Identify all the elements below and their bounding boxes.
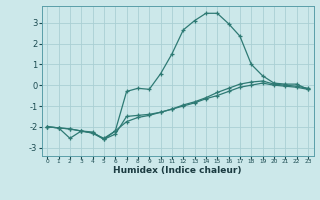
- X-axis label: Humidex (Indice chaleur): Humidex (Indice chaleur): [113, 166, 242, 175]
